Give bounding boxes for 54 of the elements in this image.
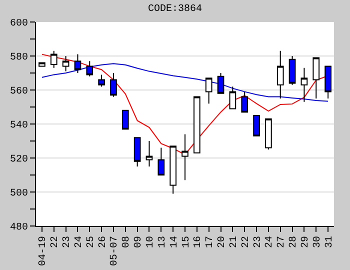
candlestick	[324, 66, 332, 99]
candlestick	[253, 115, 260, 136]
chart-title: CODE:3864	[148, 4, 202, 16]
y-tick-label: 480	[10, 222, 28, 234]
x-tick-label: 17	[205, 236, 216, 248]
x-tick-label: 10	[145, 236, 156, 248]
x-tick-label: 13	[157, 236, 168, 248]
x-tick-label: 29	[300, 236, 312, 248]
x-tick-label: 26	[98, 236, 109, 248]
candlestick	[265, 118, 272, 150]
candlestick	[170, 146, 176, 194]
y-tick-label: 500	[10, 188, 28, 200]
candlestick	[288, 56, 296, 86]
x-tick-label: 16	[193, 236, 204, 248]
y-tick-label: 600	[10, 18, 28, 30]
y-tick-label: 580	[10, 52, 28, 64]
x-tick-label: 22	[240, 236, 252, 248]
x-tick-label: 04-19	[38, 236, 50, 266]
candlestick	[182, 134, 188, 181]
candlestick	[205, 78, 212, 104]
candlestick	[50, 50, 58, 68]
x-tick-label: 20	[217, 236, 228, 248]
y-tick-label: 560	[10, 86, 28, 98]
candlestick	[146, 140, 153, 167]
x-tick-label: 24	[264, 236, 276, 248]
candlestick	[122, 110, 129, 130]
x-tick-label: 23	[62, 236, 74, 248]
candlestick	[229, 86, 236, 110]
x-tick-label: 05-07	[110, 236, 121, 266]
x-tick-label: 23	[252, 236, 264, 248]
x-tick-label: 31	[324, 236, 336, 248]
x-tick-label: 21	[228, 236, 240, 248]
x-tick-label: 30	[312, 236, 324, 248]
candlestick	[300, 67, 308, 102]
x-tick-label: 08	[122, 236, 133, 248]
x-tick-label: 22	[50, 236, 62, 248]
candlestick	[194, 96, 200, 154]
candlestick	[312, 57, 320, 99]
x-tick-label: 24	[74, 236, 85, 248]
y-tick-label: 520	[10, 154, 28, 166]
x-tick-label: 15	[181, 236, 192, 248]
x-tick-label: 28	[288, 236, 300, 248]
candlestick	[217, 72, 224, 94]
candlestick	[62, 56, 70, 72]
x-tick-label: 25	[86, 236, 97, 248]
y-tick-label: 540	[10, 120, 28, 132]
candlestick	[158, 147, 165, 176]
x-tick-label: 27	[276, 236, 288, 248]
candlestick	[134, 137, 141, 167]
candlestick	[110, 72, 117, 98]
candlestick	[276, 50, 284, 99]
x-tick-label: 14	[169, 236, 180, 248]
x-tick-label: 09	[134, 236, 145, 248]
candlestick	[98, 74, 105, 88]
